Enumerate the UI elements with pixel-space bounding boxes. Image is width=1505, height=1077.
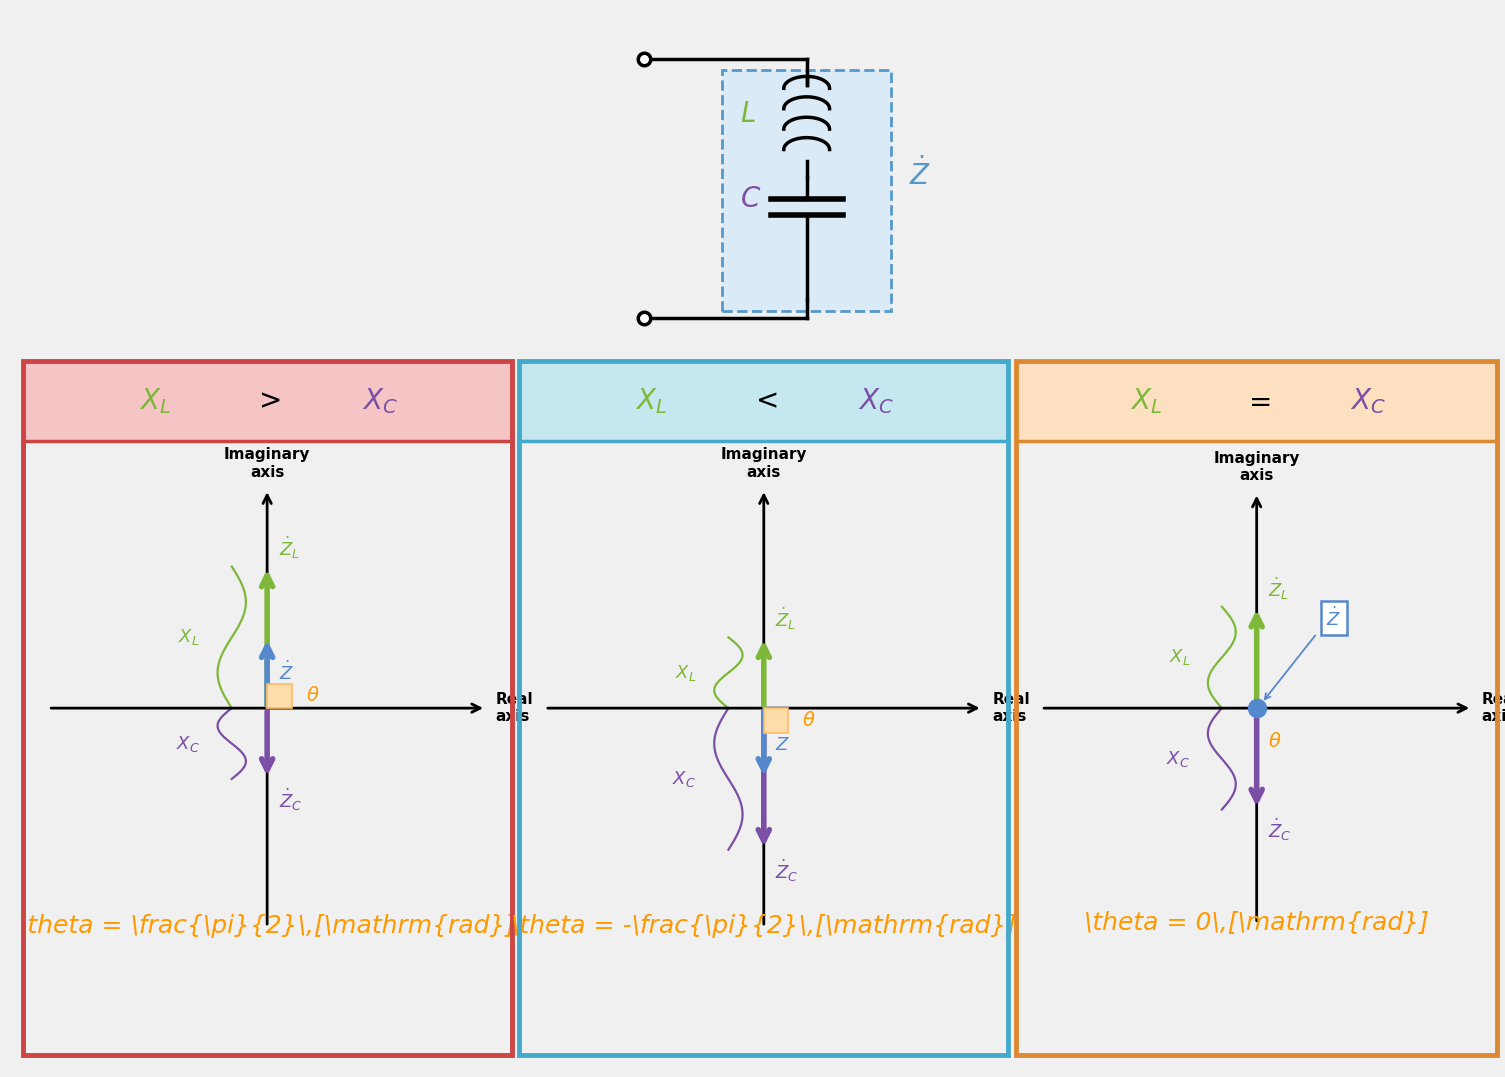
Bar	[519, 361, 1008, 440]
Text: $\theta$: $\theta$	[1269, 732, 1282, 752]
Text: $L$: $L$	[740, 100, 756, 128]
Text: Real
axis: Real axis	[495, 691, 533, 725]
Text: $\theta$: $\theta$	[802, 711, 816, 730]
Text: $\dot{Z}$: $\dot{Z}$	[775, 732, 790, 755]
Bar	[763, 709, 789, 732]
Text: \theta = \frac{\pi}{2}\,[\mathrm{rad}]: \theta = \frac{\pi}{2}\,[\mathrm{rad}]	[20, 914, 515, 938]
Text: $<$: $<$	[749, 387, 778, 415]
Text: $\dot{Z}_L$: $\dot{Z}_L$	[1269, 575, 1290, 602]
Bar	[268, 684, 292, 709]
FancyBboxPatch shape	[722, 70, 891, 311]
Text: \theta = 0\,[\mathrm{rad}]: \theta = 0\,[\mathrm{rad}]	[1084, 911, 1430, 935]
Text: $X_L$: $X_L$	[1169, 647, 1190, 668]
Text: $\mathit{X_L}$: $\mathit{X_L}$	[1130, 386, 1162, 416]
Text: $\dot{Z}_C$: $\dot{Z}_C$	[775, 857, 799, 884]
Text: $\mathit{X_C}$: $\mathit{X_C}$	[858, 386, 894, 416]
Text: $\dot{Z}_C$: $\dot{Z}_C$	[1269, 817, 1291, 843]
Text: $\mathit{X_C}$: $\mathit{X_C}$	[361, 386, 397, 416]
Bar	[23, 361, 512, 440]
Text: $\mathit{X_L}$: $\mathit{X_L}$	[138, 386, 170, 416]
Text: Imaginary
axis: Imaginary axis	[224, 447, 310, 479]
Text: $=$: $=$	[1243, 387, 1270, 415]
Text: $>$: $>$	[253, 387, 281, 415]
Bar	[1016, 361, 1497, 440]
Text: $\dot{Z}_L$: $\dot{Z}_L$	[278, 535, 299, 561]
Text: $X_C$: $X_C$	[176, 733, 200, 754]
Text: Imaginary
axis: Imaginary axis	[721, 447, 807, 479]
Text: $X_C$: $X_C$	[673, 769, 697, 789]
Text: $\dot{Z}_C$: $\dot{Z}_C$	[278, 786, 303, 813]
Text: $X_L$: $X_L$	[674, 662, 697, 683]
Text: \theta = -\frac{\pi}{2}\,[\mathrm{rad}]: \theta = -\frac{\pi}{2}\,[\mathrm{rad}]	[512, 914, 1016, 938]
Text: Real
axis: Real axis	[1481, 691, 1505, 725]
Text: Real
axis: Real axis	[992, 691, 1029, 725]
Text: $\dot{Z}$: $\dot{Z}$	[1326, 606, 1341, 630]
Text: $\dot{Z}_L$: $\dot{Z}_L$	[775, 606, 796, 632]
Text: $\theta$: $\theta$	[306, 686, 319, 705]
Text: $\mathit{X_L}$: $\mathit{X_L}$	[635, 386, 667, 416]
Text: $\mathit{X_C}$: $\mathit{X_C}$	[1350, 386, 1385, 416]
Text: $X_L$: $X_L$	[178, 627, 200, 647]
Text: Imaginary
axis: Imaginary axis	[1213, 451, 1300, 484]
Text: $X_C$: $X_C$	[1166, 749, 1190, 769]
Text: $\dot{Z}$: $\dot{Z}$	[909, 157, 932, 191]
Text: $C$: $C$	[740, 185, 762, 213]
Text: $\dot{Z}$: $\dot{Z}$	[278, 661, 293, 684]
